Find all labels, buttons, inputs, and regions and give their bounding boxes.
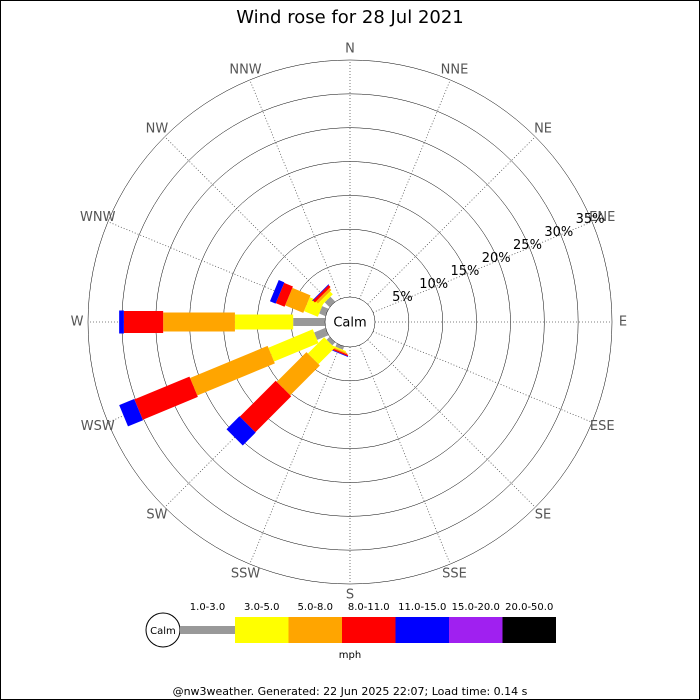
spoke <box>372 221 593 313</box>
wind-bar <box>326 336 336 346</box>
direction-label: WSW <box>81 419 115 434</box>
direction-label: SSW <box>231 567 261 582</box>
wind-bar <box>275 282 293 307</box>
wind-bar <box>268 329 319 362</box>
wind-bar <box>319 291 333 305</box>
wind-bar <box>123 311 164 333</box>
spoke <box>367 136 536 305</box>
direction-label: W <box>71 315 84 330</box>
ring-label: 25% <box>513 238 542 253</box>
direction-label: ESE <box>590 419 615 434</box>
spoke <box>359 344 451 565</box>
wind-bar <box>307 337 335 365</box>
legend-label: 15.0-20.0 <box>452 602 500 613</box>
wind-bar <box>312 284 329 301</box>
direction-label: N <box>345 42 355 57</box>
legend-label: 11.0-15.0 <box>398 602 446 613</box>
legend-swatch <box>449 617 503 643</box>
wind-bar <box>313 285 331 303</box>
legend-swatch <box>502 617 556 643</box>
legend-swatch <box>342 617 396 643</box>
wind-bar <box>335 343 345 350</box>
wind-bar <box>234 314 294 330</box>
legend-swatch <box>395 617 449 643</box>
wind-bar <box>319 306 329 317</box>
legend-label: 3.0-5.0 <box>244 602 279 613</box>
legend-swatch <box>288 617 342 643</box>
direction-label: NE <box>534 121 552 136</box>
legend-calm-label: Calm <box>150 626 176 637</box>
ring-label: 20% <box>482 251 511 266</box>
wind-bar <box>293 318 325 326</box>
direction-label: SSE <box>442 567 467 582</box>
spoke <box>372 331 593 423</box>
spoke <box>249 344 341 565</box>
footer: @nw3weather. Generated: 22 Jun 2025 22:0… <box>173 685 528 698</box>
spoke <box>359 79 451 300</box>
legend-swatch <box>180 626 235 634</box>
ring-label: 10% <box>419 277 448 292</box>
direction-label: E <box>619 315 627 330</box>
legend-label: 5.0-8.0 <box>298 602 333 613</box>
wind-bar <box>269 280 285 304</box>
direction-label: ENE <box>589 210 615 225</box>
legend-label: 1.0-3.0 <box>190 602 225 613</box>
direction-label: SE <box>535 508 551 523</box>
direction-label: NNE <box>441 62 469 77</box>
legend-label: 20.0-50.0 <box>505 602 553 613</box>
wind-bar <box>314 327 329 340</box>
ring-label: 15% <box>450 264 479 279</box>
ring-label: 30% <box>544 225 573 240</box>
ring-label: 5% <box>392 290 413 305</box>
calm-label: Calm <box>333 316 366 331</box>
direction-label: NW <box>146 121 169 136</box>
wind-bar <box>134 376 198 420</box>
spoke <box>367 339 536 508</box>
wind-bar <box>324 296 336 308</box>
direction-label: S <box>346 588 354 603</box>
direction-label: WNW <box>80 210 116 225</box>
legend-label: 8.0-11.0 <box>348 602 390 613</box>
calm-circle <box>324 296 376 348</box>
legend-unit: mph <box>339 650 361 661</box>
spoke <box>164 136 333 305</box>
ring <box>87 59 613 585</box>
wind-bar <box>316 288 332 304</box>
wind-bar <box>276 352 320 396</box>
direction-label: NNW <box>229 62 261 77</box>
chart-title: Wind rose for 28 Jul 2021 <box>236 7 464 28</box>
wind-bar <box>163 312 235 332</box>
direction-label: SW <box>146 508 167 523</box>
wind-bar <box>190 345 275 396</box>
ring-label: 35% <box>576 212 605 227</box>
wind-bar <box>119 310 124 334</box>
wind-bar <box>239 380 292 433</box>
wind-bar <box>331 345 347 353</box>
legend-swatch <box>235 617 289 643</box>
wind-bar <box>226 416 256 446</box>
wind-bar <box>119 398 143 427</box>
wind-bar <box>285 287 311 313</box>
spoke <box>249 79 341 300</box>
